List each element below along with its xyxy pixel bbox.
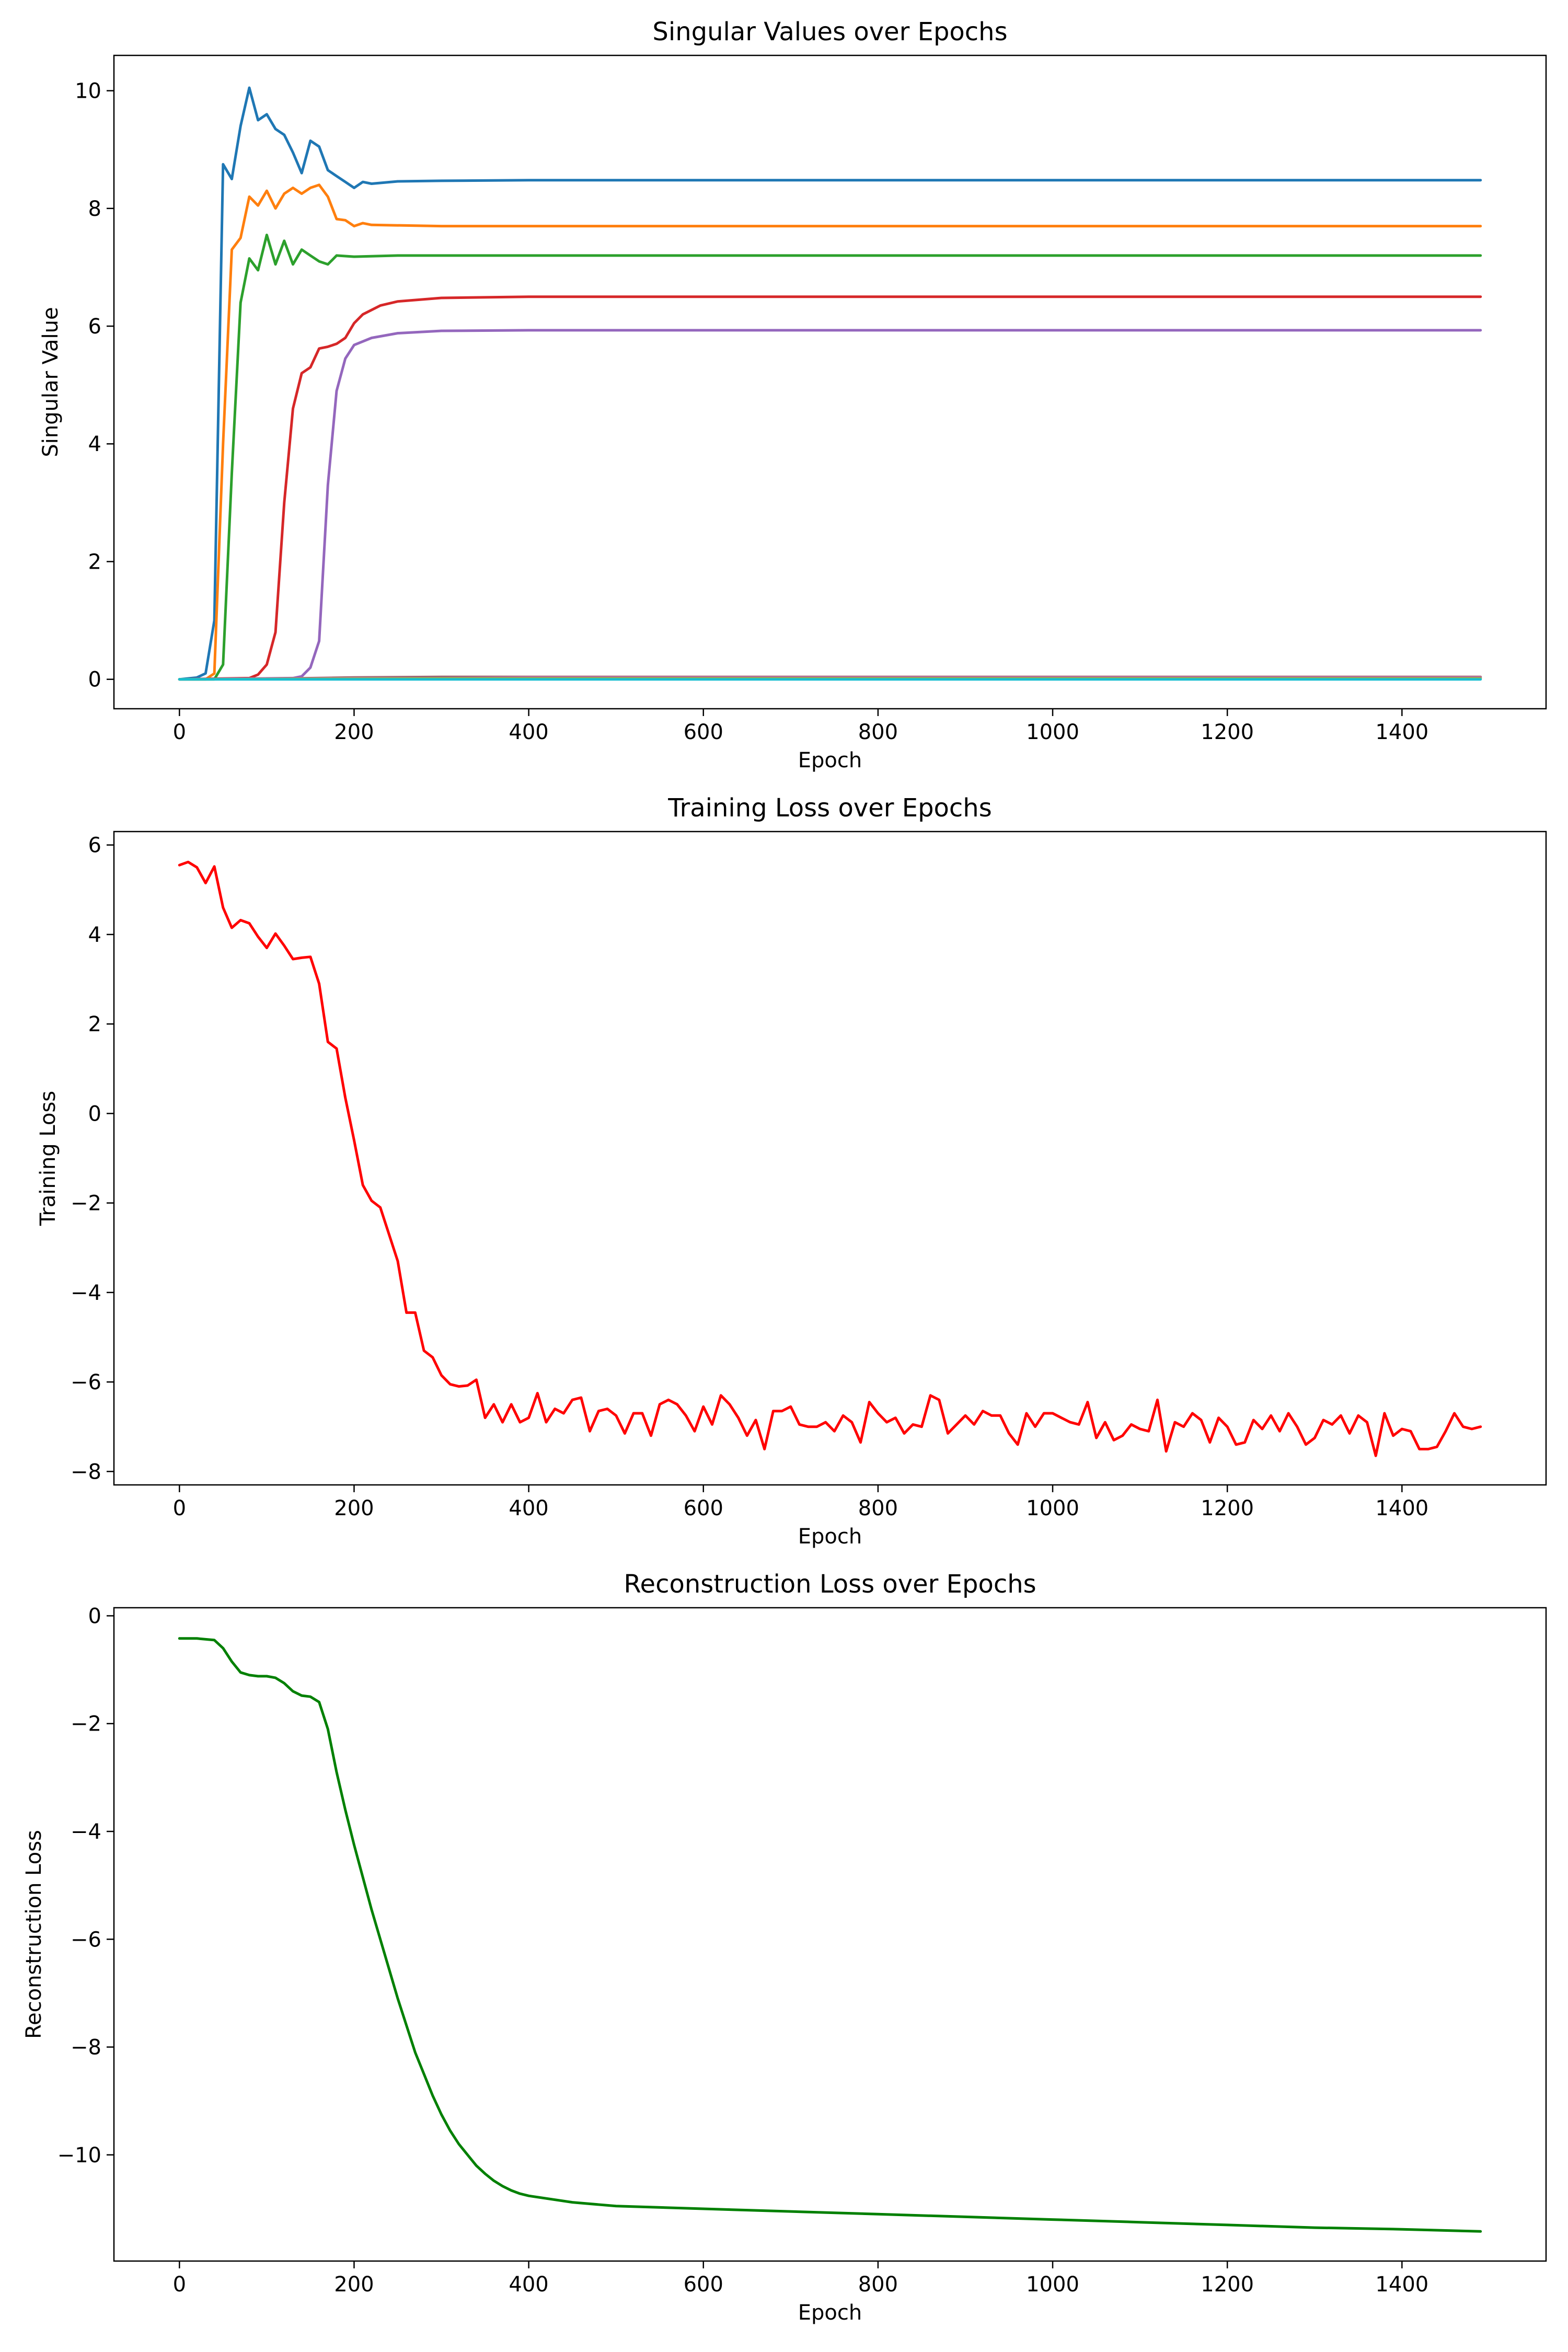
x-tick-label: 800 <box>858 720 898 744</box>
y-axis-label: Reconstruction Loss <box>22 1830 46 2039</box>
y-tick-label: −2 <box>71 1192 101 1216</box>
x-tick-label: 1200 <box>1201 720 1254 744</box>
x-tick-label: 200 <box>334 1496 374 1520</box>
y-tick-label: −8 <box>71 1460 101 1484</box>
x-tick-label: 400 <box>509 720 548 744</box>
y-tick-label: 8 <box>88 197 101 221</box>
x-tick-label: 0 <box>173 1496 186 1520</box>
x-tick-group: 0 200 400 600 800 1000 1200 1400 <box>173 2261 1428 2297</box>
x-tick-label: 800 <box>858 2273 898 2297</box>
series-group <box>178 86 1482 681</box>
x-tick-group: 0 200 400 600 800 1000 1200 1400 <box>173 1485 1428 1520</box>
series-line-5 <box>178 329 1482 681</box>
y-tick-label: −4 <box>71 1820 101 1844</box>
y-tick-label: 4 <box>88 432 101 456</box>
y-axis-label: Training Loss <box>36 1091 60 1226</box>
x-tick-label: 1000 <box>1026 720 1079 744</box>
x-tick-label: 1000 <box>1026 2273 1079 2297</box>
series-line-1 <box>178 86 1482 681</box>
y-tick-label: 2 <box>88 1012 101 1036</box>
y-tick-group: 0 2 4 6 8 10 <box>75 79 114 692</box>
y-tick-group: −8 −6 −4 −2 0 2 4 6 <box>71 834 114 1484</box>
x-tick-label: 600 <box>684 2273 723 2297</box>
y-axis-label: Singular Value <box>39 307 63 457</box>
y-tick-label: −4 <box>71 1281 101 1305</box>
y-tick-label: 10 <box>75 79 101 103</box>
y-tick-label: 4 <box>88 923 101 947</box>
plot-frame <box>113 831 1547 1486</box>
series-line-1 <box>178 860 1482 1457</box>
x-tick-label: 1400 <box>1375 1496 1428 1520</box>
y-tick-label: 0 <box>88 1604 101 1628</box>
x-tick-label: 0 <box>173 2273 186 2297</box>
y-tick-label: −10 <box>57 2143 101 2167</box>
chart-title: Reconstruction Loss over Epochs <box>624 1570 1036 1599</box>
x-tick-label: 600 <box>684 1496 723 1520</box>
x-tick-label: 1400 <box>1375 2273 1428 2297</box>
x-axis-label: Epoch <box>798 748 862 773</box>
y-tick-group: −10 −8 −6 −4 −2 0 <box>57 1604 114 2167</box>
x-tick-group: 0 200 400 600 800 1000 1200 1400 <box>173 709 1428 744</box>
plot-frame <box>113 1607 1547 2262</box>
x-tick-label: 400 <box>509 1496 548 1520</box>
x-tick-label: 0 <box>173 720 186 744</box>
series-line-2 <box>178 183 1482 681</box>
y-tick-label: −2 <box>71 1712 101 1736</box>
series-line-3 <box>178 234 1482 681</box>
series-group <box>178 860 1482 1457</box>
series-group <box>178 1637 1482 2233</box>
x-axis-label: Epoch <box>798 1525 862 1549</box>
x-tick-label: 200 <box>334 2273 374 2297</box>
y-tick-label: −6 <box>71 1928 101 1952</box>
y-tick-label: 0 <box>88 1102 101 1126</box>
x-tick-label: 200 <box>334 720 374 744</box>
chart-singular-values: Singular Values over Epochs 0 200 400 600 80… <box>39 17 1547 773</box>
y-tick-label: 6 <box>88 315 101 339</box>
x-axis-label: Epoch <box>798 2301 862 2325</box>
chart-title: Training Loss over Epochs <box>667 793 991 823</box>
plot-frame <box>113 54 1547 710</box>
chart-reconstruction-loss: Reconstruction Loss over Epochs 0 200 400 6… <box>22 1570 1547 2325</box>
x-tick-label: 1000 <box>1026 1496 1079 1520</box>
y-tick-label: −6 <box>71 1370 101 1394</box>
chart-title: Singular Values over Epochs <box>652 17 1007 47</box>
x-tick-label: 800 <box>858 1496 898 1520</box>
y-tick-label: −8 <box>71 2036 101 2060</box>
x-tick-label: 400 <box>509 2273 548 2297</box>
series-line-4 <box>178 295 1482 681</box>
series-line-1 <box>178 1637 1482 2233</box>
y-tick-label: 0 <box>88 668 101 692</box>
chart-training-loss: Training Loss over Epochs 0 200 400 600 800 1… <box>36 793 1547 1549</box>
x-tick-label: 1400 <box>1375 720 1428 744</box>
y-tick-label: 2 <box>88 550 101 574</box>
y-tick-label: 6 <box>88 834 101 858</box>
x-tick-label: 600 <box>684 720 723 744</box>
x-tick-label: 1200 <box>1201 1496 1254 1520</box>
x-tick-label: 1200 <box>1201 2273 1254 2297</box>
